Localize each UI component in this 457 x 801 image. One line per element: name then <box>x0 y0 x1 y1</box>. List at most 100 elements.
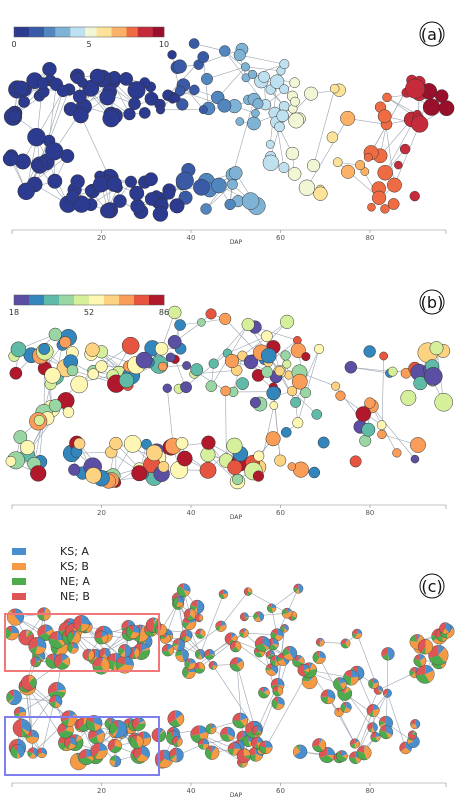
network-node <box>220 726 236 742</box>
node-pie-slice <box>236 660 244 671</box>
node-pie-slice <box>175 655 184 662</box>
node-pie-slice <box>81 615 90 625</box>
network-edge <box>265 82 295 105</box>
node-pie-slice <box>258 611 264 622</box>
node-pie-slice <box>441 628 446 634</box>
colorbar-segment <box>134 27 139 37</box>
node-pie-slice <box>384 688 392 698</box>
node-pie-slice <box>412 731 416 735</box>
network-edge <box>394 123 420 186</box>
node-pie-slice <box>162 650 171 657</box>
node-pie-slice <box>220 620 227 627</box>
node-pie-slice <box>190 725 200 736</box>
network-node <box>232 473 244 485</box>
colorbar-segment <box>149 295 154 305</box>
node-pie-slice <box>319 754 334 763</box>
node-pie-slice <box>176 638 185 651</box>
network-node <box>224 198 236 211</box>
node-pie-slice <box>109 721 119 735</box>
node-pie-slice <box>133 647 137 653</box>
node-pie-slice <box>319 639 325 647</box>
node-pie-slice <box>55 644 69 656</box>
network-node <box>329 83 340 94</box>
network-node <box>382 92 392 103</box>
network-node <box>195 628 206 639</box>
node-pie-slice <box>223 589 228 595</box>
network-edge <box>206 66 246 80</box>
network-node <box>100 203 116 219</box>
node-pie-slice <box>387 647 395 661</box>
network-node <box>60 710 78 727</box>
node-pie-slice <box>76 717 84 729</box>
colorbar-segment <box>32 295 37 305</box>
panel-c: (c) KS; A KS; B NE; A NE; B 20 40 60 80 DAP <box>4 545 455 799</box>
network-node <box>356 745 372 761</box>
network-node <box>171 736 183 747</box>
node-pie-slice <box>412 730 415 735</box>
legend-swatch <box>12 563 26 570</box>
node-pie-slice <box>255 611 259 617</box>
node-pie-slice <box>373 704 380 711</box>
node-pie-slice <box>145 617 154 633</box>
network-node <box>157 461 170 473</box>
node-pie-slice <box>282 647 290 657</box>
node-pie-slice <box>442 628 450 635</box>
network-node <box>125 624 141 639</box>
node-pie-slice <box>415 665 426 676</box>
colorbar-segment <box>29 295 34 305</box>
node-pie-slice <box>185 671 196 679</box>
network-node <box>282 645 298 661</box>
network-node <box>45 142 64 161</box>
node-pie-slice <box>413 658 423 667</box>
node-pie-slice <box>232 720 245 729</box>
network-node <box>42 61 57 77</box>
node-pie-slice <box>357 628 363 634</box>
node-pie-slice <box>101 657 104 666</box>
node-pie-slice <box>299 744 301 752</box>
node-pie-slice <box>143 731 151 739</box>
network-node <box>144 192 159 206</box>
node-pie-slice <box>101 657 110 674</box>
network-node <box>72 89 87 104</box>
node-pie-slice <box>295 744 301 752</box>
network-node <box>371 190 387 205</box>
network-node <box>355 406 372 422</box>
network-node <box>344 361 358 374</box>
network-node <box>168 305 182 320</box>
colorbar-segment <box>17 295 22 305</box>
node-pie-slice <box>94 723 102 732</box>
colorbar-segment <box>111 27 116 37</box>
node-pie-slice <box>409 669 415 677</box>
node-pie-slice <box>109 759 116 767</box>
network-edge <box>306 118 348 188</box>
network-node <box>128 97 141 111</box>
network-node <box>410 454 420 464</box>
network-node <box>380 204 390 214</box>
node-pie-slice <box>93 751 100 759</box>
node-pie-slice <box>186 658 191 665</box>
node-pie-slice <box>9 689 22 705</box>
network-node <box>9 366 23 380</box>
colorbar-segment <box>59 27 64 37</box>
node-pie-slice <box>327 754 335 760</box>
node-pie-slice <box>182 622 190 629</box>
node-pie-slice <box>235 641 242 651</box>
network-node <box>95 360 108 373</box>
node-pie-slice <box>14 706 20 715</box>
node-pie-slice <box>122 633 135 641</box>
network-node <box>377 164 393 181</box>
node-pie-slice <box>401 747 411 754</box>
network-node <box>254 636 271 652</box>
network-edge <box>245 66 281 72</box>
node-pie-slice <box>57 661 69 670</box>
colorbar-segment <box>160 27 165 37</box>
node-pie-slice <box>309 662 313 671</box>
node-pie-slice <box>340 703 347 713</box>
node-pie-slice <box>248 587 253 594</box>
node-pie-slice <box>70 753 86 770</box>
node-pie-slice <box>235 640 237 647</box>
node-pie-slice <box>373 678 379 684</box>
node-pie-slice <box>271 607 277 613</box>
node-pie-slice <box>419 656 427 667</box>
node-pie-slice <box>227 742 235 750</box>
